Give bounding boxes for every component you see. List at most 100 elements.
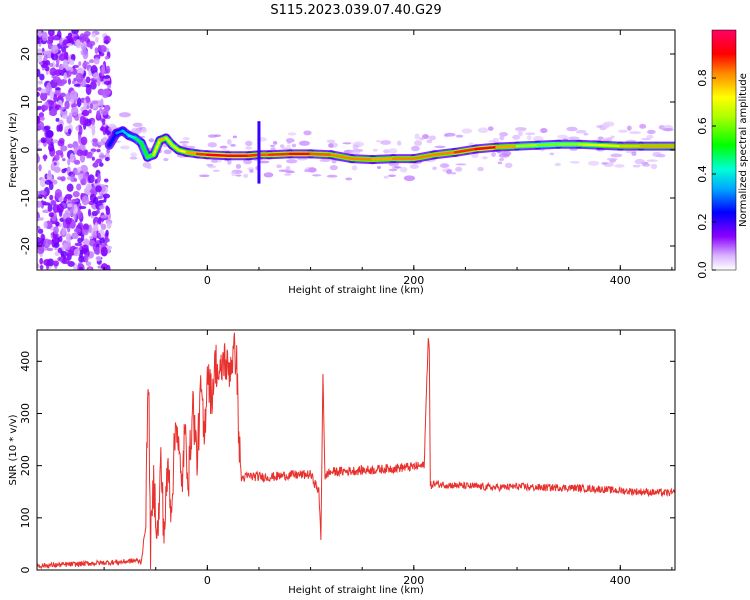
ridge-core-segment <box>170 143 180 152</box>
noise-speckle <box>71 103 78 107</box>
noise-speckle <box>67 143 73 149</box>
noise-speckle <box>59 92 66 98</box>
noise-speckle <box>90 81 97 90</box>
snr-y-tick-label: 100 <box>19 507 32 528</box>
noise-speckle <box>37 80 43 85</box>
halo-speckle <box>210 159 218 163</box>
noise-speckle <box>73 228 81 233</box>
noise-speckle <box>70 198 79 203</box>
noise-speckle <box>99 205 105 210</box>
halo-speckle <box>662 128 674 132</box>
halo-speckle <box>198 174 210 178</box>
noise-speckle <box>89 102 94 110</box>
noise-speckle <box>55 63 59 68</box>
noise-speckle <box>71 30 79 35</box>
halo-speckle <box>342 142 352 145</box>
noise-speckle <box>37 68 41 78</box>
noise-speckle <box>38 164 42 172</box>
halo-speckle <box>514 128 522 131</box>
colorbar-frame <box>711 29 737 271</box>
noise-speckle <box>72 190 80 198</box>
halo-speckle <box>326 139 336 143</box>
ridge-core-segment <box>309 152 333 157</box>
noise-speckle <box>61 168 66 174</box>
snr-panel: 0 200 400 0 100 200 300 400 Height of straight … <box>8 329 676 596</box>
halo-speckle <box>441 163 450 168</box>
halo-speckle <box>610 153 623 158</box>
snr-frame <box>36 329 676 571</box>
halo-speckle <box>287 132 297 136</box>
ridge-core-segment <box>536 142 560 147</box>
noise-speckle <box>47 30 55 37</box>
halo-speckle <box>444 132 456 137</box>
halo-speckle <box>130 152 137 158</box>
noise-speckle <box>66 203 73 208</box>
halo-speckle <box>257 160 270 164</box>
noise-speckle <box>100 223 107 230</box>
noise-speckle <box>79 115 87 126</box>
noise-speckle <box>65 217 72 225</box>
noise-speckle <box>75 72 84 83</box>
halo-speckle <box>352 144 359 150</box>
halo-speckle <box>532 135 544 142</box>
noise-speckle <box>84 254 89 263</box>
halo-speckle <box>614 164 625 168</box>
halo-speckle <box>227 159 232 165</box>
halo-speckle <box>285 138 295 143</box>
halo-speckle <box>411 146 418 151</box>
halo-speckle <box>131 127 141 133</box>
noise-speckle <box>67 128 72 135</box>
colorbar-tick-label: 0.4 <box>696 165 709 183</box>
noise-speckle <box>60 145 68 152</box>
noise-speckle <box>59 106 65 111</box>
noise-speckle <box>78 205 87 210</box>
noise-speckle <box>96 209 100 214</box>
halo-speckle <box>303 169 312 173</box>
noise-speckle <box>92 72 99 80</box>
spectrogram-y-axis-label: Frequency (Hz) <box>8 112 19 188</box>
halo-speckle <box>207 134 218 138</box>
halo-speckle <box>426 139 433 144</box>
halo-speckle <box>606 157 618 161</box>
ridge-core-segment <box>152 139 162 157</box>
snr-series-line <box>37 332 675 570</box>
noise-speckle <box>96 148 101 153</box>
noise-speckle <box>80 178 87 186</box>
halo-speckle <box>455 163 467 166</box>
halo-speckle <box>348 150 361 155</box>
noise-speckle <box>42 50 51 55</box>
colorbar-tick-label: 0.6 <box>696 117 709 135</box>
halo-speckle <box>434 145 446 149</box>
halo-speckle <box>477 166 484 172</box>
noise-speckle <box>47 169 52 177</box>
snr-x-tick-label: 200 <box>403 574 424 587</box>
halo-speckle <box>388 168 398 172</box>
noise-speckle <box>101 118 106 126</box>
halo-speckle <box>148 138 155 143</box>
noise-speckle <box>41 31 48 42</box>
halo-speckle <box>491 151 496 157</box>
colorbar-label: Normalized spectral amplitude <box>738 73 749 227</box>
noise-speckle <box>103 178 109 183</box>
spectrogram-x-axis-label: Height of straight line (km) <box>288 285 424 296</box>
halo-speckle <box>383 175 389 179</box>
halo-speckle <box>418 137 425 141</box>
halo-speckle <box>319 158 331 163</box>
halo-speckle <box>328 143 334 148</box>
halo-speckle <box>492 137 500 143</box>
noise-speckle <box>49 67 57 76</box>
noise-speckle <box>97 195 103 200</box>
noise-speckle <box>55 221 60 227</box>
noise-speckle <box>60 250 68 257</box>
spectrogram-panel: 0 200 400 -20 -10 0 10 20 Height of straight li… <box>8 29 676 296</box>
ridge-core-segment <box>433 151 457 157</box>
noise-speckle <box>55 87 61 91</box>
noise-speckle <box>91 64 97 71</box>
noise-speckle <box>81 111 88 116</box>
noise-speckle <box>88 267 92 270</box>
ridge-core-segment <box>164 136 174 147</box>
noise-speckle <box>45 60 51 66</box>
ridge-core-segment <box>495 144 519 149</box>
noise-speckle <box>94 222 98 231</box>
halo-speckle <box>298 140 310 146</box>
